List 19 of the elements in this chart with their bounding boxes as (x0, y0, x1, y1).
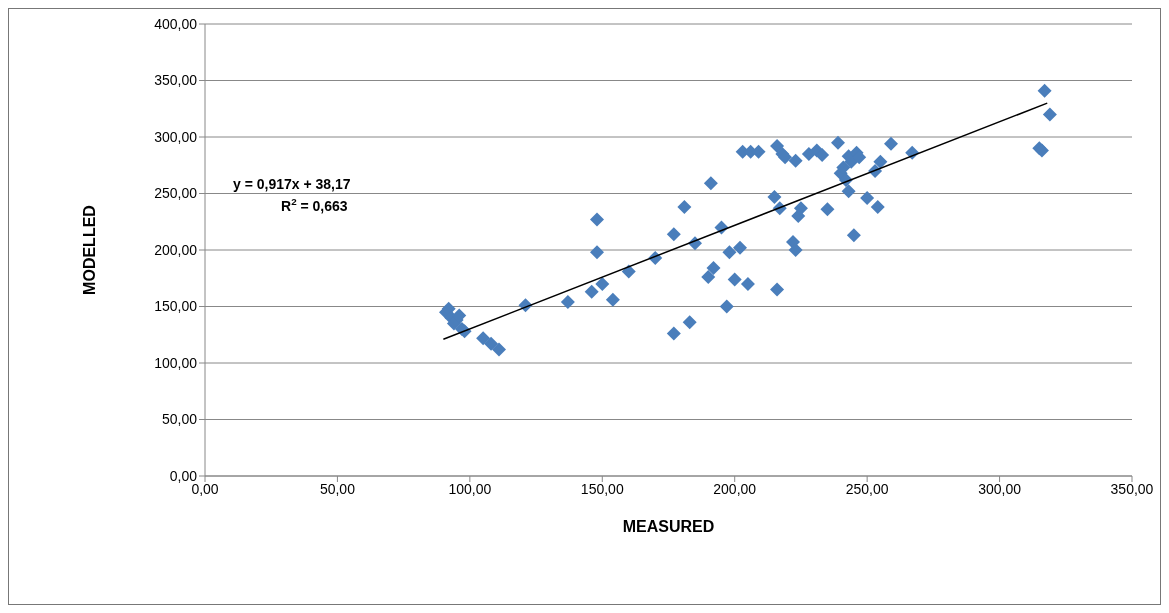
y-tick-label: 100,00 (154, 354, 198, 371)
y-tick-label: 350,00 (154, 72, 198, 89)
x-axis-title: MEASURED (622, 518, 715, 536)
y-axis-title: MODELLED (80, 205, 98, 295)
equation-text: y = 0,917x + 38,17 (233, 176, 351, 192)
x-tick-label: 150,00 (580, 480, 624, 497)
x-tick-label: 250,00 (845, 480, 889, 497)
x-tick-label: 200,00 (713, 480, 757, 497)
x-tick-label: 350,00 (1110, 480, 1154, 497)
x-tick-label: 50,00 (319, 480, 356, 497)
y-tick-label: 200,00 (154, 241, 198, 258)
x-tick-label: 300,00 (978, 480, 1022, 497)
y-tick-label: 150,00 (154, 298, 198, 315)
x-tick-label: 100,00 (448, 480, 492, 497)
equation-text: R$^{2}$ = 0,663 (281, 196, 348, 214)
y-tick-label: 300,00 (154, 128, 198, 145)
y-tick-label: 400,00 (154, 15, 198, 32)
y-tick-label: 250,00 (154, 185, 198, 202)
y-tick-label: 50,00 (161, 411, 198, 428)
